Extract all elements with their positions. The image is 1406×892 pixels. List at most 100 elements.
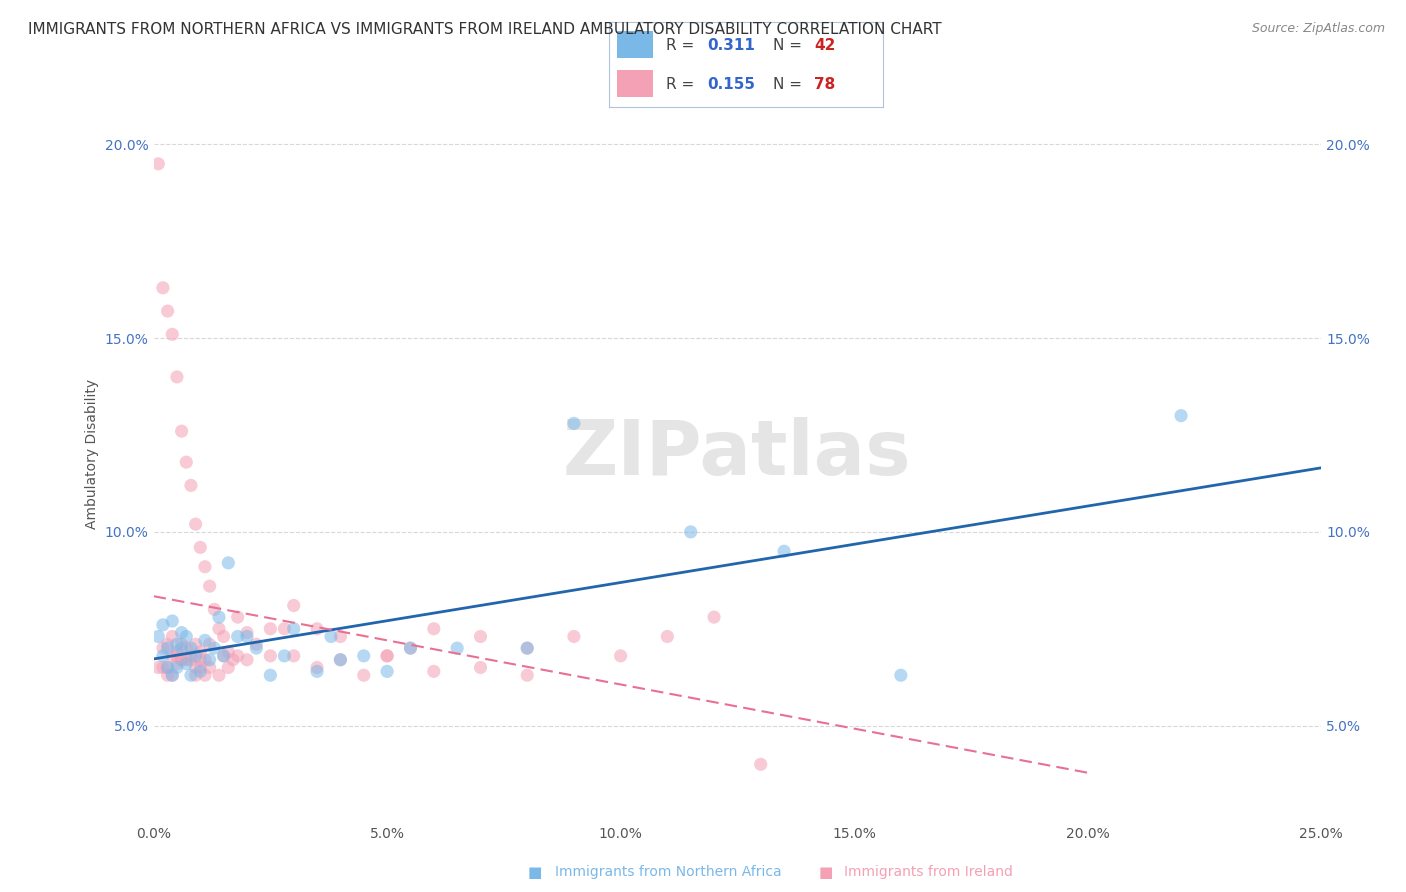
Point	[174, 630, 197, 644]
Point	[562, 417, 585, 431]
Y-axis label: Ambulatory Disability: Ambulatory Disability	[86, 379, 100, 530]
Point	[236, 653, 259, 667]
Text: N =: N =	[773, 37, 807, 53]
Point	[516, 641, 538, 656]
Point	[166, 657, 188, 671]
FancyBboxPatch shape	[617, 70, 652, 97]
Text: ■: ■	[818, 865, 832, 880]
Point	[184, 637, 207, 651]
Point	[180, 653, 202, 667]
Point	[283, 648, 305, 663]
Point	[180, 641, 202, 656]
Point	[166, 370, 188, 384]
Point	[162, 630, 184, 644]
Point	[202, 602, 225, 616]
Point	[516, 668, 538, 682]
Point	[170, 625, 193, 640]
Point	[375, 648, 398, 663]
Point	[423, 622, 446, 636]
Point	[174, 641, 197, 656]
Point	[609, 648, 631, 663]
Text: 78: 78	[814, 77, 835, 92]
Point	[202, 641, 225, 656]
Point	[208, 622, 231, 636]
Point	[773, 544, 796, 558]
Point	[174, 653, 197, 667]
Point	[245, 641, 267, 656]
Point	[170, 424, 193, 438]
Point	[307, 660, 329, 674]
Point	[184, 660, 207, 674]
Point	[329, 653, 352, 667]
Point	[152, 281, 174, 295]
Point	[188, 645, 211, 659]
Point	[890, 668, 912, 682]
Point	[174, 455, 197, 469]
Point	[166, 660, 188, 674]
Point	[170, 637, 193, 651]
Point	[152, 641, 174, 656]
Point	[259, 668, 281, 682]
Point	[307, 622, 329, 636]
Point	[174, 657, 197, 671]
Point	[329, 653, 352, 667]
Point	[180, 478, 202, 492]
Point	[679, 524, 702, 539]
Text: 0.155: 0.155	[707, 77, 755, 92]
Point	[162, 648, 184, 663]
Text: Immigrants from Northern Africa: Immigrants from Northern Africa	[555, 865, 782, 880]
Point	[749, 757, 772, 772]
Point	[188, 541, 211, 555]
Point	[188, 653, 211, 667]
Point	[273, 622, 295, 636]
Point	[1170, 409, 1192, 423]
Point	[180, 668, 202, 682]
Text: 42: 42	[814, 37, 835, 53]
Point	[152, 660, 174, 674]
Point	[222, 653, 245, 667]
Point	[194, 559, 217, 574]
Point	[184, 648, 207, 663]
Point	[148, 660, 170, 674]
Point	[152, 648, 174, 663]
Point	[319, 630, 342, 644]
Point	[236, 630, 259, 644]
Point	[156, 637, 179, 651]
Point	[226, 648, 249, 663]
Text: ■: ■	[527, 865, 541, 880]
Point	[273, 648, 295, 663]
Text: Source: ZipAtlas.com: Source: ZipAtlas.com	[1251, 22, 1385, 36]
Point	[226, 610, 249, 624]
Point	[399, 641, 422, 656]
Point	[198, 660, 221, 674]
Point	[188, 665, 211, 679]
Point	[170, 653, 193, 667]
Point	[148, 630, 170, 644]
Point	[375, 648, 398, 663]
Point	[188, 660, 211, 674]
Point	[184, 668, 207, 682]
Point	[156, 668, 179, 682]
Point	[562, 630, 585, 644]
Point	[156, 660, 179, 674]
Point	[212, 648, 235, 663]
Point	[375, 665, 398, 679]
Point	[194, 653, 217, 667]
Point	[353, 648, 375, 663]
Text: Immigrants from Ireland: Immigrants from Ireland	[844, 865, 1012, 880]
Text: ZIPatlas: ZIPatlas	[562, 417, 911, 491]
Text: R =: R =	[666, 77, 700, 92]
Point	[198, 637, 221, 651]
Point	[657, 630, 679, 644]
Point	[703, 610, 725, 624]
Point	[162, 668, 184, 682]
Point	[170, 653, 193, 667]
Point	[236, 625, 259, 640]
Text: R =: R =	[666, 37, 700, 53]
Point	[423, 665, 446, 679]
Point	[162, 668, 184, 682]
Point	[470, 630, 492, 644]
Point	[217, 660, 239, 674]
Point	[226, 630, 249, 644]
Point	[259, 648, 281, 663]
